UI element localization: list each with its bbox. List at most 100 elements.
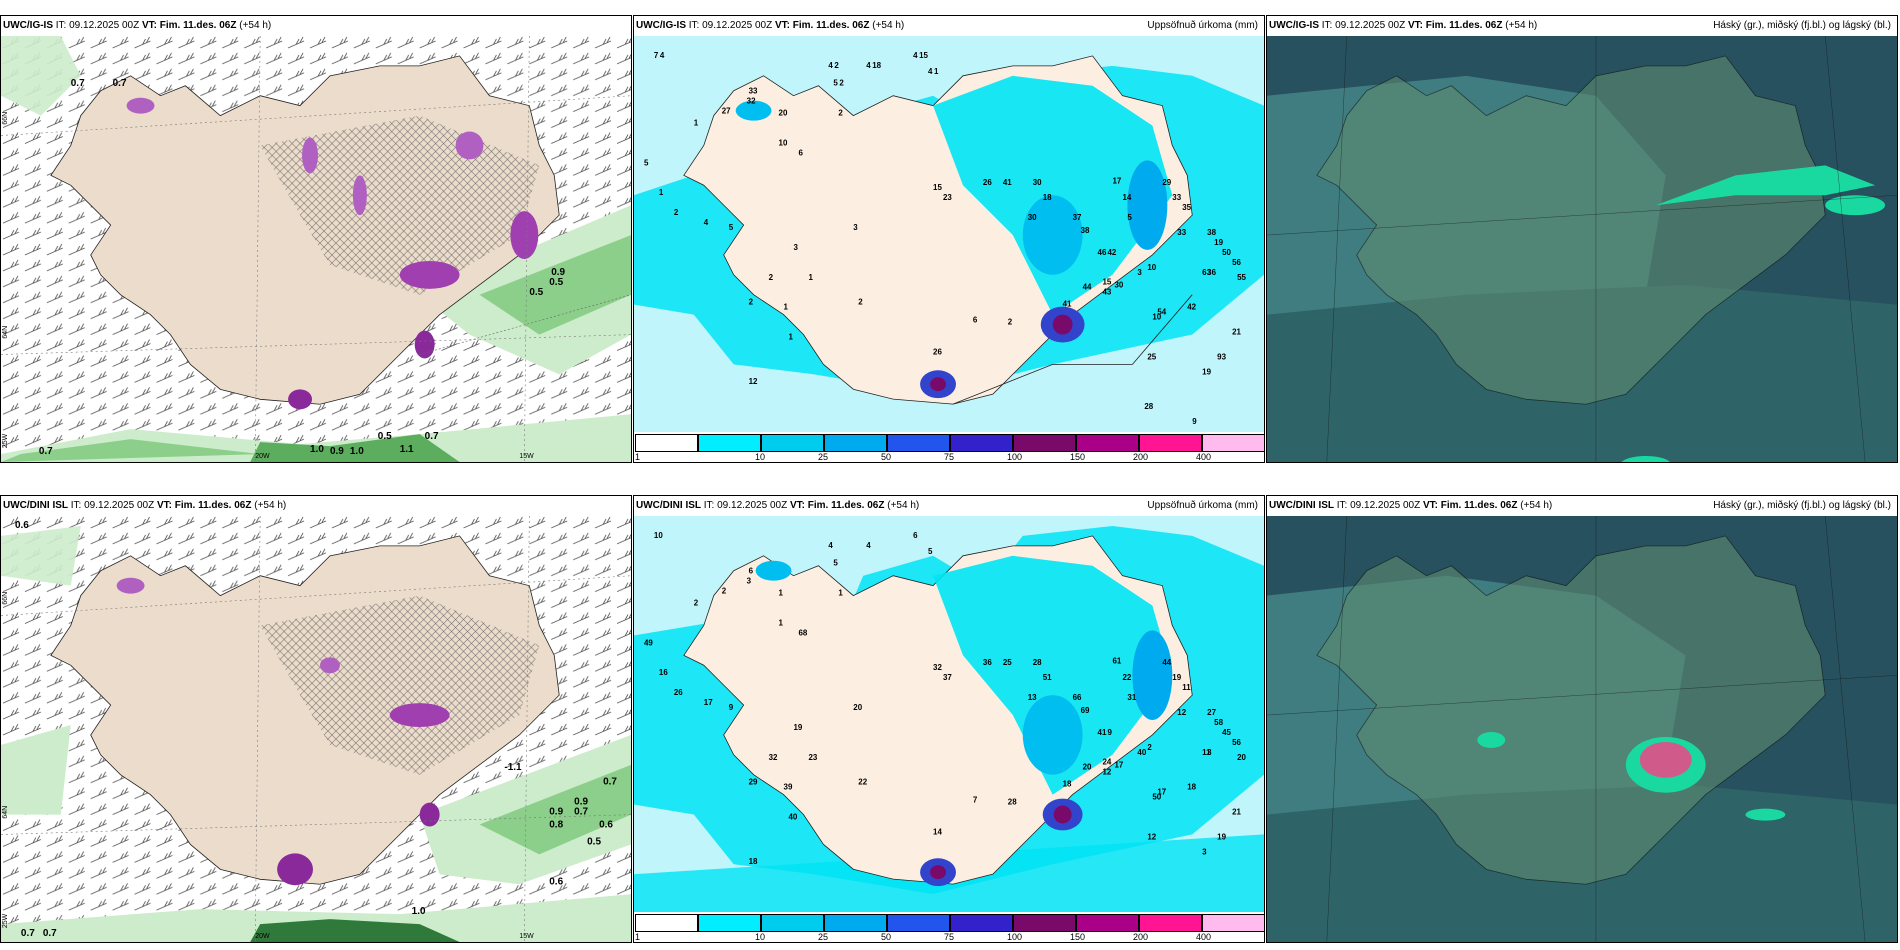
precip-value: 58 bbox=[1214, 718, 1223, 727]
precip-value: 7 bbox=[654, 51, 659, 60]
wind-value: 0.6 bbox=[599, 820, 613, 831]
lead-time: (+54 h) bbox=[239, 20, 272, 31]
precip-value: 23 bbox=[808, 753, 817, 762]
cloud-map-svg bbox=[1267, 36, 1897, 462]
precip-value: 9 bbox=[1107, 728, 1112, 737]
precip-value: 14 bbox=[933, 827, 942, 836]
lead-time: (+54 h) bbox=[872, 20, 905, 31]
model-name: UWC/IG-IS bbox=[1269, 20, 1319, 31]
precip-value: 10 bbox=[1147, 263, 1156, 272]
colorbar-segment bbox=[950, 434, 1013, 452]
precip-value: 68 bbox=[798, 628, 807, 637]
precip-value: 1 bbox=[659, 188, 664, 197]
precip-value: 42 bbox=[1107, 248, 1116, 257]
wind-map: 0.7 0.7 0.5 0.5 0.9 0.7 1.0 0.9 1.0 0.5 … bbox=[1, 36, 631, 462]
precip-value: 1 bbox=[694, 119, 699, 128]
precip-value: 28 bbox=[1008, 798, 1017, 807]
precip-value: 42 bbox=[1187, 303, 1196, 312]
precip-value: 50 bbox=[1152, 793, 1161, 802]
precip-value: 3 bbox=[1207, 748, 1212, 757]
axis-label: 64N bbox=[2, 326, 9, 339]
precip-value: 28 bbox=[1144, 402, 1153, 411]
precip-value: 5 bbox=[729, 223, 734, 232]
precip-value: 2 bbox=[694, 599, 699, 608]
precip-value: 6 bbox=[749, 567, 754, 576]
colorbar-segment bbox=[1076, 434, 1139, 452]
colorbar-segment bbox=[698, 914, 761, 932]
precip-value: 2 bbox=[674, 208, 679, 217]
init-time: 09.12.2025 00Z bbox=[69, 20, 140, 31]
vt-label: VT: bbox=[156, 500, 172, 511]
wind-value: 0.7 bbox=[21, 928, 35, 939]
precip-value: 17 bbox=[1157, 788, 1166, 797]
precip-value: 41 bbox=[1063, 300, 1072, 309]
axis-label: 20W bbox=[255, 933, 270, 940]
wind-value: 0.7 bbox=[425, 431, 439, 442]
precip-value: 5 bbox=[1127, 213, 1132, 222]
cloud-map-svg bbox=[1267, 516, 1897, 942]
precip-value: 23 bbox=[943, 193, 952, 202]
precip-value: 2 bbox=[722, 587, 727, 596]
precip-value: 12 bbox=[749, 377, 758, 386]
precip-value: 4 bbox=[828, 61, 833, 70]
precip-value: 1 bbox=[934, 67, 939, 76]
colorbar-segment bbox=[698, 434, 761, 452]
precip-value: 26 bbox=[674, 688, 683, 697]
colorbar-tick: 1 bbox=[635, 932, 641, 942]
vt-label: VT: bbox=[1407, 20, 1423, 31]
wind-value: 0.7 bbox=[71, 78, 85, 89]
precip-map: 7 4 4 4 4 5 33 32 27 20 2 1 10 6 5 1 2 4 5 3 3 2 1 2 1 2 1 12 26 6 2 15… bbox=[634, 36, 1264, 432]
precip-value: 4 bbox=[866, 541, 871, 550]
precip-value: 66 bbox=[1073, 693, 1082, 702]
colorbar-tick: 75 bbox=[944, 932, 955, 942]
wind-value: 0.7 bbox=[603, 777, 617, 788]
precip-value: 17 bbox=[1112, 176, 1121, 185]
precip-value: 26 bbox=[933, 347, 942, 356]
precip-value: 17 bbox=[704, 698, 713, 707]
product-title: Háský (gr.), miðský (fj.bl.) og lágský (… bbox=[1713, 20, 1891, 31]
precip-value: 2 bbox=[749, 298, 754, 307]
panel-cloud-ig: UWC/IG-IS IT: 09.12.2025 00Z VT: Fim. 11… bbox=[1266, 15, 1898, 463]
model-name: UWC/IG-IS bbox=[3, 20, 53, 31]
colorbar-segment bbox=[1202, 914, 1264, 932]
wind-map-svg: 0.6 0.7 0.7 0.9 0.8 0.7 0.6 0.5 0.6 1.0 … bbox=[1, 516, 631, 942]
valid-time: Fim. 11.des. 06Z bbox=[807, 500, 885, 511]
lead-time: (+54 h) bbox=[254, 500, 287, 511]
precip-value: 6 bbox=[913, 531, 918, 540]
vt-label: VT: bbox=[774, 20, 790, 31]
model-name: UWC/DINI ISL bbox=[3, 500, 68, 511]
precip-value: 2 bbox=[858, 298, 863, 307]
precip-value: 18 bbox=[749, 857, 758, 866]
panel-wind-dini: UWC/DINI ISL IT: 09.12.2025 00Z VT: Fim.… bbox=[0, 495, 632, 943]
wind-value: 0.6 bbox=[15, 520, 29, 531]
init-time: 09.12.2025 00Z bbox=[1335, 20, 1406, 31]
precip-value: 4 bbox=[928, 67, 933, 76]
precip-value: 32 bbox=[747, 97, 756, 106]
precip-value: 93 bbox=[1217, 352, 1226, 361]
wind-value: -1.1 bbox=[504, 762, 522, 773]
precip-value: 3 bbox=[1137, 268, 1142, 277]
precip-value: 35 bbox=[1182, 203, 1191, 212]
precip-value: 3 bbox=[747, 577, 752, 586]
precip-value: 19 bbox=[1172, 673, 1181, 682]
lead-time: (+54 h) bbox=[887, 500, 920, 511]
precip-value: 1 bbox=[779, 589, 784, 598]
precip-value: 2 bbox=[834, 61, 839, 70]
precip-value: 1 bbox=[789, 332, 794, 341]
precip-value: 33 bbox=[1177, 228, 1186, 237]
colorbar-segment bbox=[635, 914, 698, 932]
precip-value: 44 bbox=[1083, 283, 1092, 292]
precip-value: 9 bbox=[729, 703, 734, 712]
colorbar-segment bbox=[1202, 434, 1264, 452]
precip-value: 49 bbox=[644, 638, 653, 647]
precip-map: 10 4 4 6 5 5 6 3 2 1 1 2 1 68 49 16 26 17 9 20 19 32 23 29 39 22 4… bbox=[634, 516, 1264, 912]
it-label: IT: bbox=[703, 500, 715, 511]
precip-value: 54 bbox=[1157, 308, 1166, 317]
precip-value: 29 bbox=[1162, 178, 1171, 187]
precip-value: 10 bbox=[654, 531, 663, 540]
axis-label: 25W bbox=[2, 913, 9, 928]
colorbar-tick: 400 bbox=[1196, 452, 1212, 462]
cloud-map bbox=[1267, 36, 1897, 462]
wind-value: 0.9 bbox=[574, 797, 588, 808]
vt-label: VT: bbox=[1422, 500, 1438, 511]
